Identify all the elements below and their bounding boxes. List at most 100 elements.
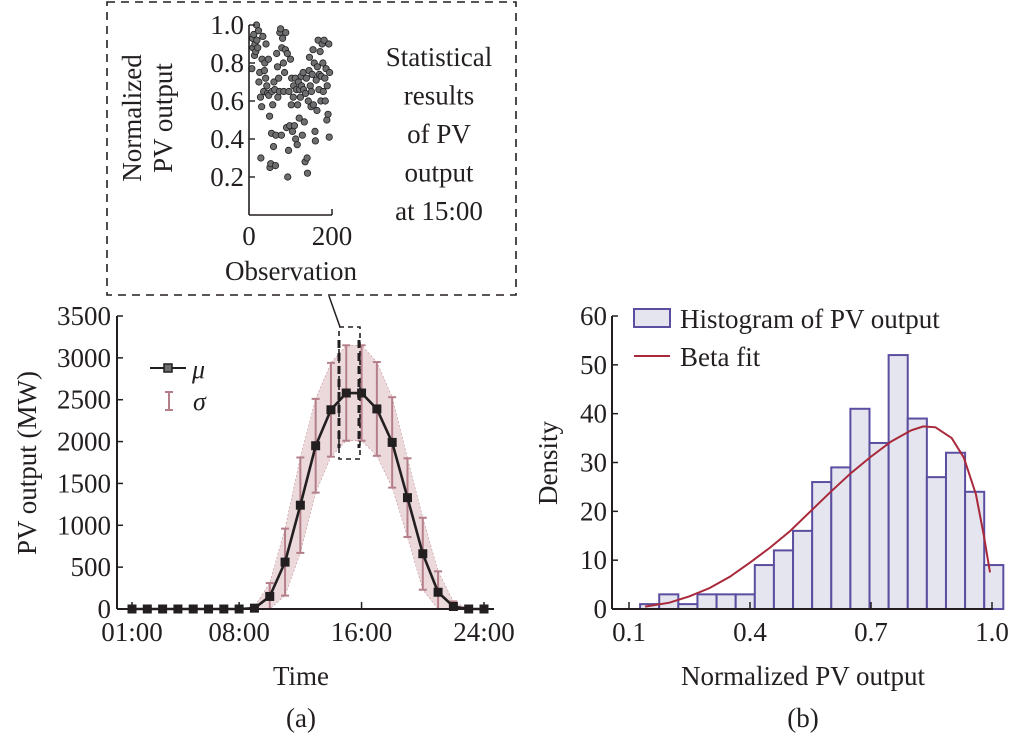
scatter-point bbox=[320, 36, 328, 44]
mu-marker bbox=[418, 549, 428, 559]
sigma-legend-label: σ bbox=[193, 387, 207, 416]
panel-a-y-tick-label: 2000 bbox=[57, 427, 111, 457]
inset-axes bbox=[248, 24, 333, 216]
panel-b-histogram: 0 10 20 30 40 50 60 0.1 0.4 0.7 1.0 Density Norma… bbox=[533, 301, 1009, 733]
scatter-point bbox=[319, 59, 327, 67]
inset-scatter-15h: 0.2 0.4 0.6 0.8 1.0 0 200 Normalized PV outpu… bbox=[106, 1, 517, 296]
scatter-point bbox=[312, 76, 320, 84]
scatter-point bbox=[262, 40, 270, 48]
scatter-point bbox=[287, 101, 295, 109]
scatter-point bbox=[324, 110, 332, 118]
scatter-point bbox=[309, 101, 318, 109]
histogram-bar bbox=[964, 490, 986, 610]
panel-a-legend: μ σ bbox=[150, 355, 207, 416]
panel-b-y-tick-label: 30 bbox=[580, 448, 607, 478]
panel-b-axes bbox=[611, 315, 993, 610]
scatter-point bbox=[325, 133, 333, 141]
scatter-point bbox=[259, 32, 267, 41]
inset-x-axis-label: Observation bbox=[225, 256, 357, 286]
scatter-point bbox=[316, 47, 324, 56]
scatter-point bbox=[256, 93, 265, 101]
inset-annotation-line: Statistical bbox=[386, 42, 492, 72]
panel-a-y-tick-labels: 0 500 1000 1500 2000 2500 3000 3500 bbox=[57, 301, 111, 624]
histogram-bars bbox=[639, 354, 1005, 611]
scatter-point bbox=[286, 55, 295, 63]
panel-b-label: (b) bbox=[787, 703, 818, 733]
scatter-point bbox=[270, 78, 278, 86]
inset-y-axis-label: Normalized PV output bbox=[117, 54, 178, 182]
panel-a-y-tick-label: 3000 bbox=[57, 343, 111, 373]
scatter-point bbox=[306, 82, 314, 90]
histogram-bar bbox=[734, 593, 756, 610]
panel-a-x-tick-label: 08:00 bbox=[208, 617, 270, 647]
scatter-point bbox=[275, 74, 283, 82]
scatter-point bbox=[273, 63, 282, 71]
inset-y-tick-label: 0.6 bbox=[210, 86, 244, 116]
panel-b-x-tick-label: 0.7 bbox=[854, 617, 888, 647]
mu-marker bbox=[402, 493, 412, 503]
panel-a-y-tick-label: 0 bbox=[98, 594, 112, 624]
scatter-point bbox=[301, 89, 310, 98]
scatter-point bbox=[311, 127, 319, 135]
histogram-bar bbox=[925, 476, 947, 610]
scatter-point bbox=[269, 101, 277, 109]
histogram-legend-label: Histogram of PV output bbox=[680, 304, 940, 334]
inset-x-tick-label: 200 bbox=[312, 221, 353, 251]
mu-marker bbox=[326, 405, 336, 415]
mu-marker bbox=[341, 388, 351, 398]
scatter-point bbox=[258, 103, 266, 111]
panel-b-x-tick-label: 0.4 bbox=[733, 617, 767, 647]
mu-marker bbox=[311, 441, 321, 451]
panel-a-pv-output-time: 0 500 1000 1500 2000 2500 3000 3500 01:00 08:00 1… bbox=[12, 295, 515, 733]
panel-a-x-tick-labels: 01:00 08:00 16:00 24:00 bbox=[101, 617, 515, 647]
scatter-point bbox=[321, 74, 329, 82]
scatter-point bbox=[313, 63, 321, 71]
scatter-point bbox=[289, 93, 297, 101]
panel-a-x-axis-label: Time bbox=[273, 661, 329, 691]
mu-legend-marker bbox=[163, 363, 173, 373]
panel-b-y-tick-label: 50 bbox=[580, 350, 607, 380]
scatter-point bbox=[257, 154, 265, 162]
scatter-point bbox=[319, 87, 327, 96]
panel-a-x-tick-label: 01:00 bbox=[101, 617, 163, 647]
scatter-point bbox=[254, 44, 262, 52]
scatter-point bbox=[285, 87, 293, 96]
histogram-legend-swatch bbox=[633, 308, 671, 328]
panel-b-y-tick-label: 20 bbox=[580, 496, 607, 526]
mu-marker bbox=[433, 587, 443, 597]
panel-b-x-tick-labels: 0.1 0.4 0.7 1.0 bbox=[612, 617, 1009, 647]
mu-marker bbox=[265, 591, 275, 601]
scatter-point bbox=[278, 34, 287, 42]
panel-b-y-axis-label: Density bbox=[533, 421, 563, 505]
scatter-point bbox=[280, 68, 289, 77]
scatter-point bbox=[255, 78, 263, 86]
scatter-point bbox=[313, 106, 321, 115]
scatter-point bbox=[263, 82, 271, 90]
scatter-point bbox=[253, 36, 261, 44]
panel-b-y-tick-label: 10 bbox=[580, 545, 607, 575]
panel-a-y-tick-label: 500 bbox=[71, 552, 112, 582]
scatter-point bbox=[277, 25, 285, 33]
inset-y-tick-labels: 0.2 0.4 0.6 0.8 1.0 bbox=[210, 10, 244, 192]
inset-y-axis-label-line1: Normalized bbox=[117, 54, 147, 182]
panel-b-y-tick-label: 0 bbox=[594, 594, 608, 624]
histogram-bar bbox=[906, 417, 928, 610]
scatter-point bbox=[284, 173, 292, 181]
scatter-point bbox=[271, 162, 280, 170]
inset-x-tick-label: 0 bbox=[242, 221, 256, 251]
scatter-point bbox=[264, 55, 272, 63]
panel-b-y-tick-label: 40 bbox=[580, 399, 607, 429]
scatter-point bbox=[309, 46, 317, 54]
scatter-point bbox=[277, 131, 286, 139]
histogram-bar bbox=[753, 564, 775, 610]
histogram-bar bbox=[868, 441, 890, 611]
histogram-bar bbox=[792, 529, 814, 610]
inset-y-tick-label: 0.4 bbox=[210, 124, 244, 154]
inset-annotation-line: of PV bbox=[407, 119, 471, 149]
mu-marker bbox=[372, 404, 382, 414]
inset-y-tick-label: 0.8 bbox=[210, 48, 244, 78]
histogram-bar bbox=[983, 564, 1005, 610]
scatter-point bbox=[304, 97, 312, 105]
panel-b-y-tick-labels: 0 10 20 30 40 50 60 bbox=[580, 301, 607, 624]
scatter-point bbox=[298, 131, 306, 139]
